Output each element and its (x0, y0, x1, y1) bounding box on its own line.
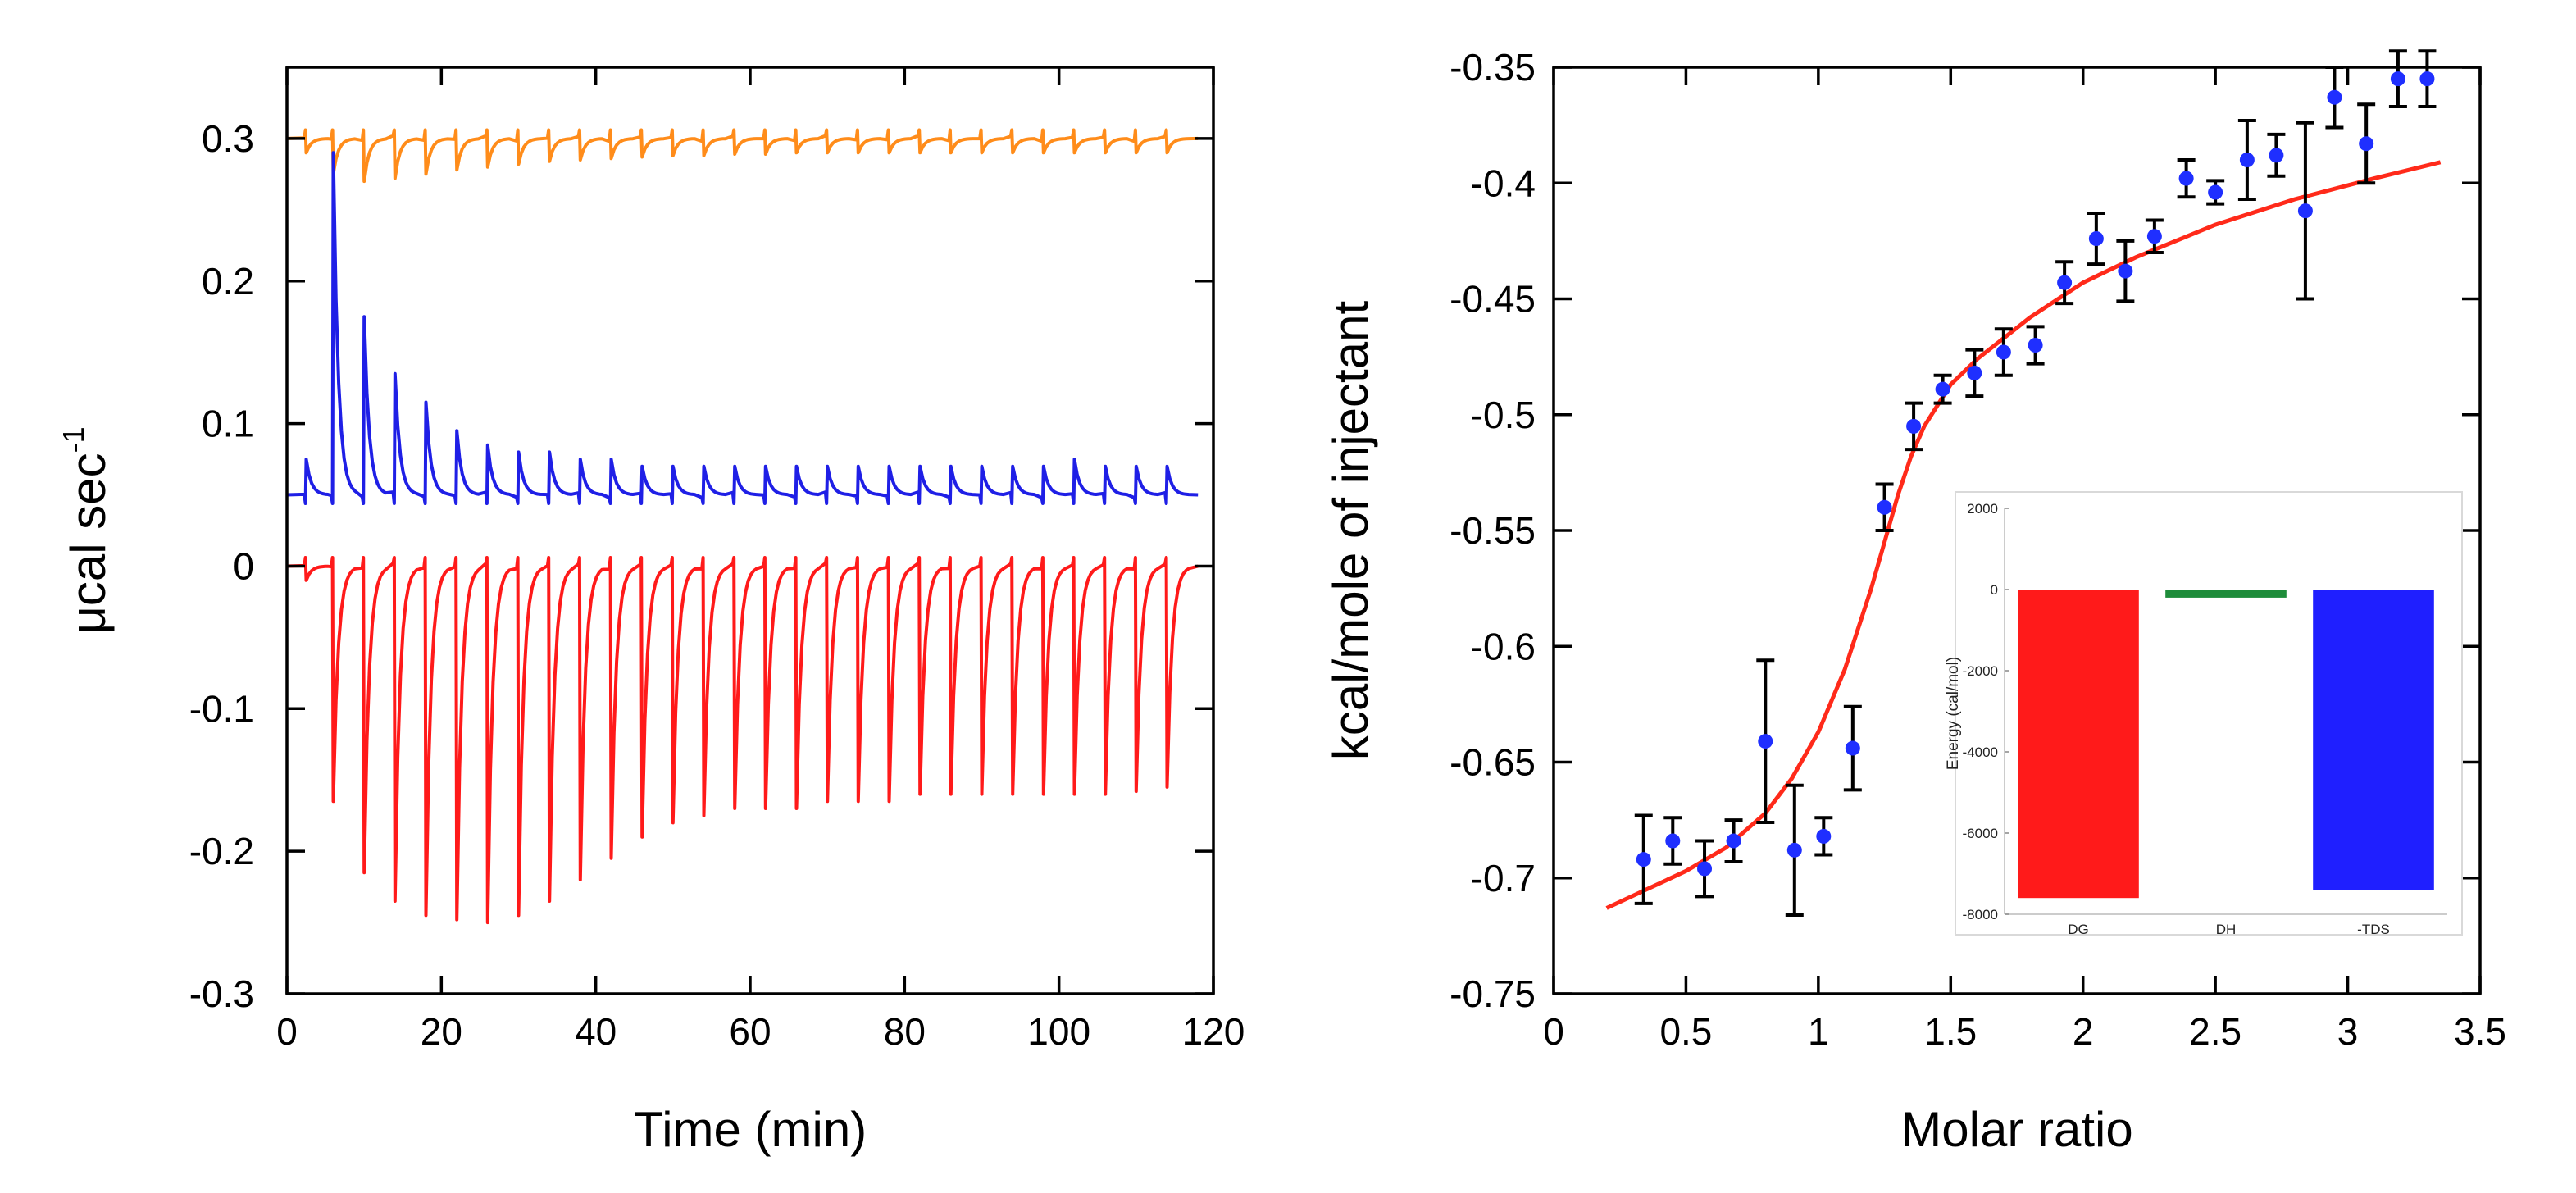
thermogram-y-tick-label: 0 (233, 544, 254, 587)
isotherm-panel: 0 0.5 1 1.5 2 2.5 3 3.5 -0.75 -0.7 -0.65 -0.6 -0.55 -… (1323, 46, 2506, 1157)
isotherm-plot-frame (1552, 66, 2482, 995)
thermogram-y-tick-label: 0.2 (202, 260, 254, 303)
isotherm-x-tick-label: 0 (1543, 1010, 1564, 1053)
data-point (2088, 231, 2104, 247)
isotherm-y-tick-label: -0.5 (1471, 394, 1536, 436)
data-point (2269, 148, 2284, 163)
isotherm-x-tick-label: 2 (2073, 1010, 2094, 1053)
thermogram-y-tick-label: -0.2 (189, 830, 254, 872)
isotherm-x-tick-label: 0.5 (1659, 1010, 1712, 1053)
inset-y-tick-label: -2000 (1963, 663, 1998, 679)
thermogram-y-tick-label: 0.3 (202, 117, 254, 160)
data-point (1758, 734, 1773, 749)
thermogram-x-tick-label: 0 (276, 1010, 298, 1053)
thermogram-line-red (286, 556, 1199, 925)
inset-category-label: -TDS (2357, 922, 2390, 937)
thermogram-y-tick-label: 0.1 (202, 403, 254, 445)
data-point (1996, 344, 2011, 360)
inset-bar-dh (2165, 590, 2287, 598)
thermogram-series-group (286, 128, 1199, 925)
thermogram-y-tick-label: -0.3 (189, 972, 254, 1015)
inset-y-tick-label: -6000 (1963, 826, 1998, 841)
data-point (1935, 381, 1950, 397)
isotherm-y-tick-label: -0.65 (1450, 741, 1536, 784)
inset-y-tick-label: -8000 (1963, 907, 1998, 922)
data-point (1665, 833, 1681, 849)
isotherm-y-tick-label: -0.45 (1450, 278, 1536, 321)
thermogram-x-tick-label: 120 (1182, 1010, 1245, 1053)
isotherm-x-tick-label: 3.5 (2454, 1010, 2506, 1053)
data-point (2390, 71, 2405, 87)
isotherm-x-axis-title: Molar ratio (1900, 1102, 2132, 1157)
data-point (1967, 365, 1982, 380)
isotherm-data-points (1634, 49, 2437, 917)
inset-bar-dg (2018, 590, 2139, 899)
energy-inset-content: -8000 -6000 -4000 -2000 0 2000 DG DH -TDS (1963, 501, 2447, 937)
data-point (2028, 338, 2043, 353)
data-point (2419, 71, 2435, 87)
thermogram-y-axis-title: μcal sec (61, 453, 116, 634)
thermogram-x-tick-label: 80 (884, 1010, 926, 1053)
inset-y-tick-label: 2000 (1967, 501, 1998, 517)
isotherm-y-tick-label: -0.7 (1471, 857, 1536, 899)
svg-text:μcal sec-1: μcal sec-1 (57, 426, 116, 634)
data-point (1726, 833, 1741, 849)
isotherm-y-tick-label: -0.55 (1450, 509, 1536, 552)
inset-category-label: DG (2068, 922, 2089, 937)
data-point (1845, 740, 1860, 756)
isotherm-y-tick-label: -0.35 (1450, 46, 1536, 89)
isotherm-y-tick-label: -0.75 (1450, 972, 1536, 1015)
isotherm-y-axis-title: kcal/mole of injectant (1323, 301, 1378, 761)
data-point (2057, 275, 2073, 290)
thermogram-ticks: 0 20 40 60 80 100 120 -0.3 -0.2 -0.1 0 0.1 0.2 0.3 (189, 67, 1245, 1053)
isotherm-y-tick-label: -0.6 (1471, 625, 1536, 667)
data-point (2239, 153, 2255, 167)
thermogram-x-tick-label: 20 (421, 1010, 462, 1053)
thermogram-x-tick-label: 100 (1027, 1010, 1090, 1053)
inset-category-label: DH (2216, 922, 2237, 937)
isotherm-x-tick-label: 1 (1808, 1010, 1829, 1053)
thermogram-line-orange (286, 128, 1199, 184)
data-point (2327, 89, 2342, 105)
energy-inset-y-axis-title: Energy (cal/mol) (1945, 657, 1962, 770)
data-point (2118, 263, 2133, 279)
isotherm-fit-curve (1605, 160, 2442, 910)
thermogram-y-axis-title-group: μcal sec-1 (57, 426, 116, 634)
inset-y-tick-label: 0 (1991, 582, 1998, 598)
isotherm-y-tick-label: -0.4 (1471, 162, 1536, 204)
thermogram-y-axis-title-superscript: -1 (57, 426, 90, 453)
energy-inset: -8000 -6000 -4000 -2000 0 2000 DG DH -TDS Energy… (1945, 491, 2463, 937)
isotherm-x-tick-label: 2.5 (2189, 1010, 2241, 1053)
data-point (1786, 842, 1802, 858)
data-point (1906, 418, 1922, 434)
data-point (2359, 136, 2374, 152)
thermogram-x-tick-label: 40 (575, 1010, 617, 1053)
thermogram-line-blue (286, 151, 1199, 505)
isotherm-x-tick-label: 3 (2337, 1010, 2359, 1053)
data-point (1636, 852, 1651, 867)
isotherm-ticks: 0 0.5 1 1.5 2 2.5 3 3.5 -0.75 -0.7 -0.65 -0.6 -0.55 -… (1450, 46, 2506, 1053)
thermogram-x-tick-label: 60 (729, 1010, 771, 1053)
isotherm-x-tick-label: 1.5 (1924, 1010, 1977, 1053)
inset-bar-tds (2313, 590, 2434, 890)
data-point (1877, 499, 1892, 515)
data-point (1697, 861, 1713, 877)
thermogram-x-axis-title: Time (min) (634, 1102, 867, 1157)
data-point (2297, 203, 2313, 219)
data-point (2208, 184, 2223, 200)
data-point (2146, 229, 2162, 244)
inset-y-tick-label: -4000 (1963, 744, 1998, 760)
data-point (2178, 171, 2194, 186)
thermogram-y-tick-label: -0.1 (189, 687, 254, 730)
data-point (1816, 828, 1832, 844)
thermogram-plot-frame (285, 66, 1215, 995)
thermogram-panel: 0 20 40 60 80 100 120 -0.3 -0.2 -0.1 0 0.1 0.2 0.3 Ti… (57, 66, 1245, 1157)
